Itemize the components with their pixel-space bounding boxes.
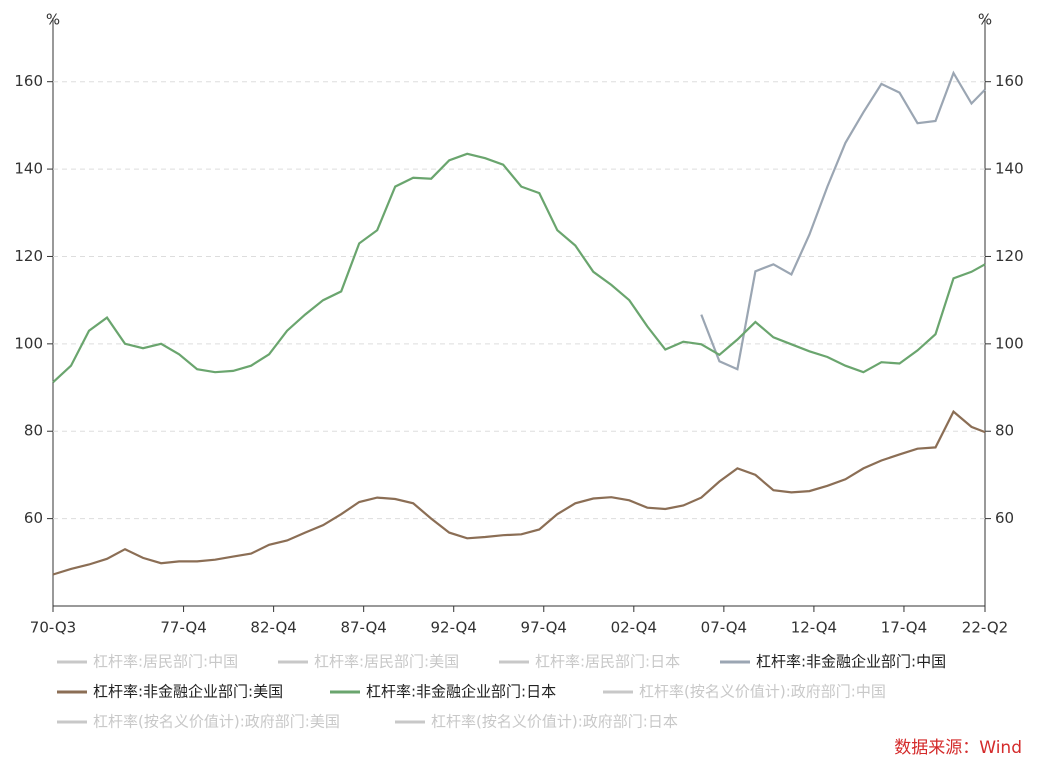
- y-tick-label: 60: [24, 509, 43, 527]
- x-tick-label: 82-Q4: [250, 619, 296, 637]
- y-tick-label: 160: [14, 72, 43, 90]
- x-tick-label: 77-Q4: [160, 619, 206, 637]
- legend-label: 杠杆率(按名义价值计):政府部门:美国: [93, 713, 340, 731]
- legend-label: 杠杆率:非金融企业部门:中国: [756, 653, 946, 671]
- y-tick-label: 140: [14, 160, 43, 178]
- y-tick-label: 80: [24, 422, 43, 440]
- series-line: [52, 152, 986, 384]
- y2-tick-label: 160: [995, 72, 1024, 90]
- x-tick-label: 12-Q4: [791, 619, 837, 637]
- x-tick-label: 92-Q4: [431, 619, 477, 637]
- x-tick-label: 87-Q4: [340, 619, 386, 637]
- x-tick-label: 97-Q4: [521, 619, 567, 637]
- x-tick-label: 07-Q4: [701, 619, 747, 637]
- y2-tick-label: 100: [995, 334, 1024, 352]
- legend-label: 杠杆率(按名义价值计):政府部门:中国: [639, 683, 886, 701]
- y2-tick-label: 60: [995, 509, 1014, 527]
- legend-label: 杠杆率:居民部门:中国: [93, 653, 238, 671]
- x-tick-label: 02-Q4: [611, 619, 657, 637]
- series-line: [700, 70, 986, 371]
- legend-label: 杠杆率(按名义价值计):政府部门:日本: [431, 713, 678, 731]
- x-tick-label: 17-Q4: [881, 619, 927, 637]
- x-tick-label: 22-Q2: [962, 619, 1008, 637]
- y2-tick-label: 80: [995, 422, 1014, 440]
- legend-label: 杠杆率:非金融企业部门:美国: [93, 683, 283, 701]
- y2-tick-label: 120: [995, 247, 1024, 265]
- y-tick-label: 100: [14, 334, 43, 352]
- legend-label: 杠杆率:非金融企业部门:日本: [366, 683, 556, 701]
- legend-label: 杠杆率:居民部门:日本: [535, 653, 680, 671]
- source: 数据来源：Wind: [894, 738, 1022, 758]
- legend-label: 杠杆率:居民部门:美国: [314, 653, 459, 671]
- legend: 杠杆率:居民部门:中国 杠杆率:居民部门:美国 杠杆率:居民部门:日本 杠杆率:非金融…: [57, 653, 946, 731]
- y-tick-label: 120: [14, 247, 43, 265]
- x-tick-label: 70-Q3: [30, 619, 76, 637]
- series-line: [52, 409, 986, 576]
- y2-tick-label: 140: [995, 160, 1024, 178]
